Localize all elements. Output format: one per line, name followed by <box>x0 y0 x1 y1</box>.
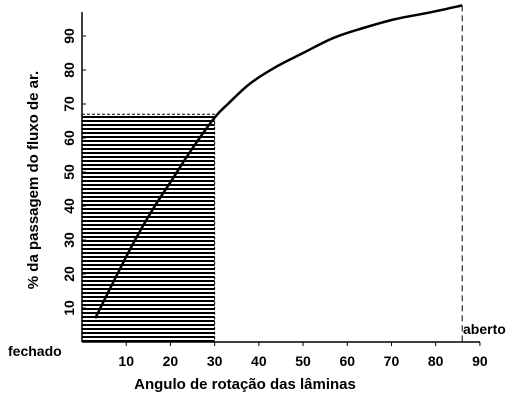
y-ticks: 10 20 30 40 50 60 70 80 90 <box>61 28 86 316</box>
y-tick-label: 40 <box>61 198 77 214</box>
x-tick-label: 30 <box>207 353 223 369</box>
y-tick-label: 60 <box>61 130 77 146</box>
x-tick-label: 60 <box>339 353 355 369</box>
x-tick-label: 10 <box>118 353 134 369</box>
x-tick-label: 70 <box>384 353 400 369</box>
x-ticks: 10 20 30 40 50 60 70 80 90 <box>118 342 488 369</box>
y-tick-label: 30 <box>61 232 77 248</box>
x-max-label: aberto <box>463 321 506 337</box>
y-tick-label: 90 <box>61 28 77 44</box>
y-tick-label: 10 <box>61 300 77 316</box>
y-axis-label: % da passagem do fluxo de ar. <box>25 71 42 289</box>
x-tick-label: 40 <box>251 353 267 369</box>
series-line <box>94 4 463 319</box>
x-axis-label: Angulo de rotação das lâminas <box>134 376 356 393</box>
x-tick-label: 80 <box>428 353 444 369</box>
y-tick-label: 50 <box>61 164 77 180</box>
y-tick-label: 70 <box>61 96 77 112</box>
y-tick-label: 20 <box>61 266 77 282</box>
x-tick-label: 20 <box>163 353 179 369</box>
x-tick-label: 90 <box>472 353 488 369</box>
x-min-label: fechado <box>8 343 62 359</box>
shaded-region <box>81 113 216 343</box>
y-tick-label: 80 <box>61 62 77 78</box>
x-tick-label: 50 <box>295 353 311 369</box>
